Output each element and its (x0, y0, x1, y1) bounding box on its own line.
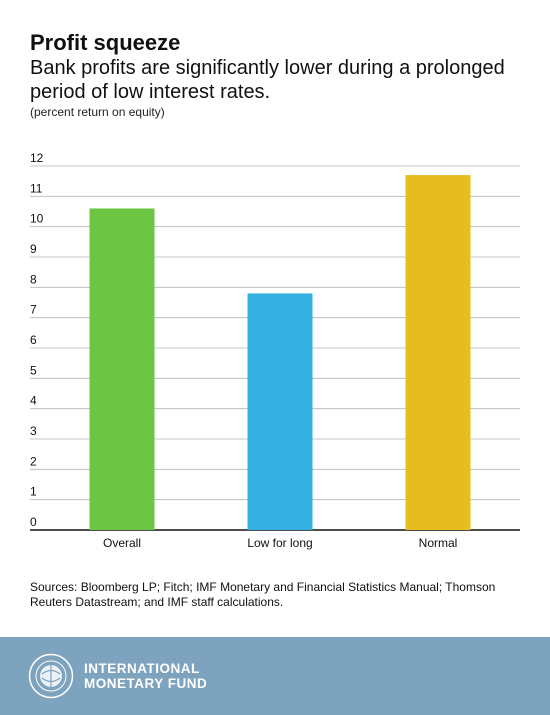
y-tick-label: 10 (30, 212, 44, 226)
y-tick-label: 12 (30, 151, 44, 165)
y-tick-label: 0 (30, 515, 37, 529)
y-tick-label: 11 (30, 181, 43, 195)
y-tick-label: 8 (30, 272, 37, 286)
x-category-label: Normal (419, 536, 458, 550)
y-tick-label: 1 (30, 485, 37, 499)
bar-overall (89, 208, 155, 530)
org-name-line1: INTERNATIONAL (84, 661, 200, 676)
org-name-line2: MONETARY FUND (84, 676, 208, 691)
y-tick-label: 7 (30, 303, 37, 317)
org-name: INTERNATIONAL MONETARY FUND (84, 661, 207, 691)
x-category-label: Low for long (247, 536, 312, 550)
y-tick-label: 2 (30, 454, 37, 468)
y-tick-label: 4 (30, 394, 37, 408)
chart-subtitle: Bank profits are significantly lower dur… (30, 57, 505, 103)
bar-low-for-long (247, 293, 313, 530)
y-tick-label: 3 (30, 424, 37, 438)
y-tick-label: 5 (30, 363, 37, 377)
bar-normal (405, 175, 471, 530)
chart-title: Profit squeeze (30, 30, 181, 55)
imf-seal-icon (28, 653, 74, 699)
y-tick-label: 9 (30, 242, 37, 256)
sources-note: Sources: Bloomberg LP; Fitch; IMF Moneta… (30, 580, 496, 609)
footer-banner: INTERNATIONAL MONETARY FUND (0, 637, 550, 715)
unit-label: (percent return on equity) (30, 105, 165, 119)
x-category-label: Overall (103, 536, 141, 550)
y-tick-label: 6 (30, 333, 37, 347)
